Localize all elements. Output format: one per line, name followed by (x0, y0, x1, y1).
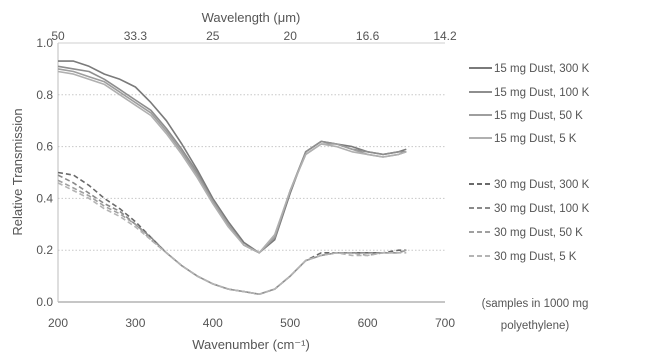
series-line (57, 68, 407, 254)
top-tick-label: 16.6 (356, 29, 380, 43)
x-tick-labels: 200 300 400 500 600 700 (48, 316, 455, 330)
legend-label: 30 mg Dust, 300 K (494, 179, 590, 191)
legend-label: 15 mg Dust, 100 K (494, 87, 590, 99)
legend-note: (samples in 1000 mg polyethylene) (482, 298, 589, 332)
top-tick-label: 25 (206, 29, 220, 43)
legend: 15 mg Dust, 300 K 15 mg Dust, 100 K 15 mg … (469, 63, 590, 263)
legend-label: 15 mg Dust, 50 K (494, 110, 583, 122)
x-tick-label: 700 (435, 316, 455, 330)
y-tick-label: 0.6 (36, 140, 53, 154)
legend-label: 30 mg Dust, 50 K (494, 227, 583, 239)
x-tick-label: 600 (358, 316, 378, 330)
top-tick-label: 33.3 (124, 29, 148, 43)
series-line (57, 70, 407, 254)
x-tick-label: 500 (280, 316, 300, 330)
top-axis-title: Wavelength (μm) (202, 10, 301, 25)
y-tick-label: 0.2 (36, 243, 53, 257)
y-tick-label: 0.4 (36, 191, 53, 205)
top-tick-labels: 50 33.3 25 20 16.6 14.2 (51, 29, 457, 43)
legend-label: 30 mg Dust, 100 K (494, 203, 590, 215)
y-axis-title: Relative Transmission (10, 108, 25, 235)
y-tick-labels: 0.0 0.2 0.4 0.6 0.8 1.0 (36, 36, 53, 309)
x-tick-label: 300 (125, 316, 145, 330)
series-line (58, 60, 407, 254)
top-tick-label: 14.2 (433, 29, 457, 43)
legend-label: 15 mg Dust, 5 K (494, 133, 577, 145)
legend-label: 30 mg Dust, 5 K (494, 251, 577, 263)
series-lines (57, 60, 407, 295)
y-tick-label: 0.8 (36, 88, 53, 102)
x-tick-label: 400 (203, 316, 223, 330)
top-tick-label: 20 (284, 29, 298, 43)
y-tick-label: 0.0 (36, 295, 53, 309)
y-tick-label: 1.0 (36, 36, 53, 50)
x-tick-label: 200 (48, 316, 68, 330)
x-axis-title: Wavenumber (cm⁻¹) (192, 337, 310, 352)
series-line (57, 182, 407, 295)
top-tick-label: 50 (51, 29, 65, 43)
series-line (57, 174, 407, 295)
legend-label: 15 mg Dust, 300 K (494, 63, 590, 75)
